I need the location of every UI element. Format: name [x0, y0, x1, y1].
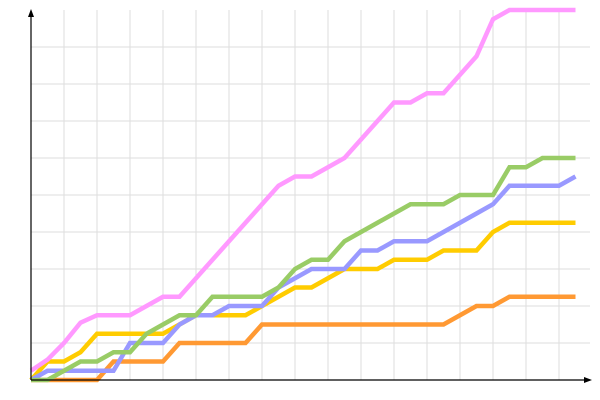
series-line-2 — [29, 220, 576, 382]
series-line-1 — [31, 294, 576, 383]
y-axis-arrow — [28, 9, 34, 17]
axes — [28, 9, 592, 383]
x-axis-arrow — [584, 377, 592, 383]
series-line-5 — [29, 7, 576, 373]
series-lines — [29, 7, 577, 383]
series-line-3 — [29, 174, 577, 382]
series-line-4 — [31, 155, 576, 383]
